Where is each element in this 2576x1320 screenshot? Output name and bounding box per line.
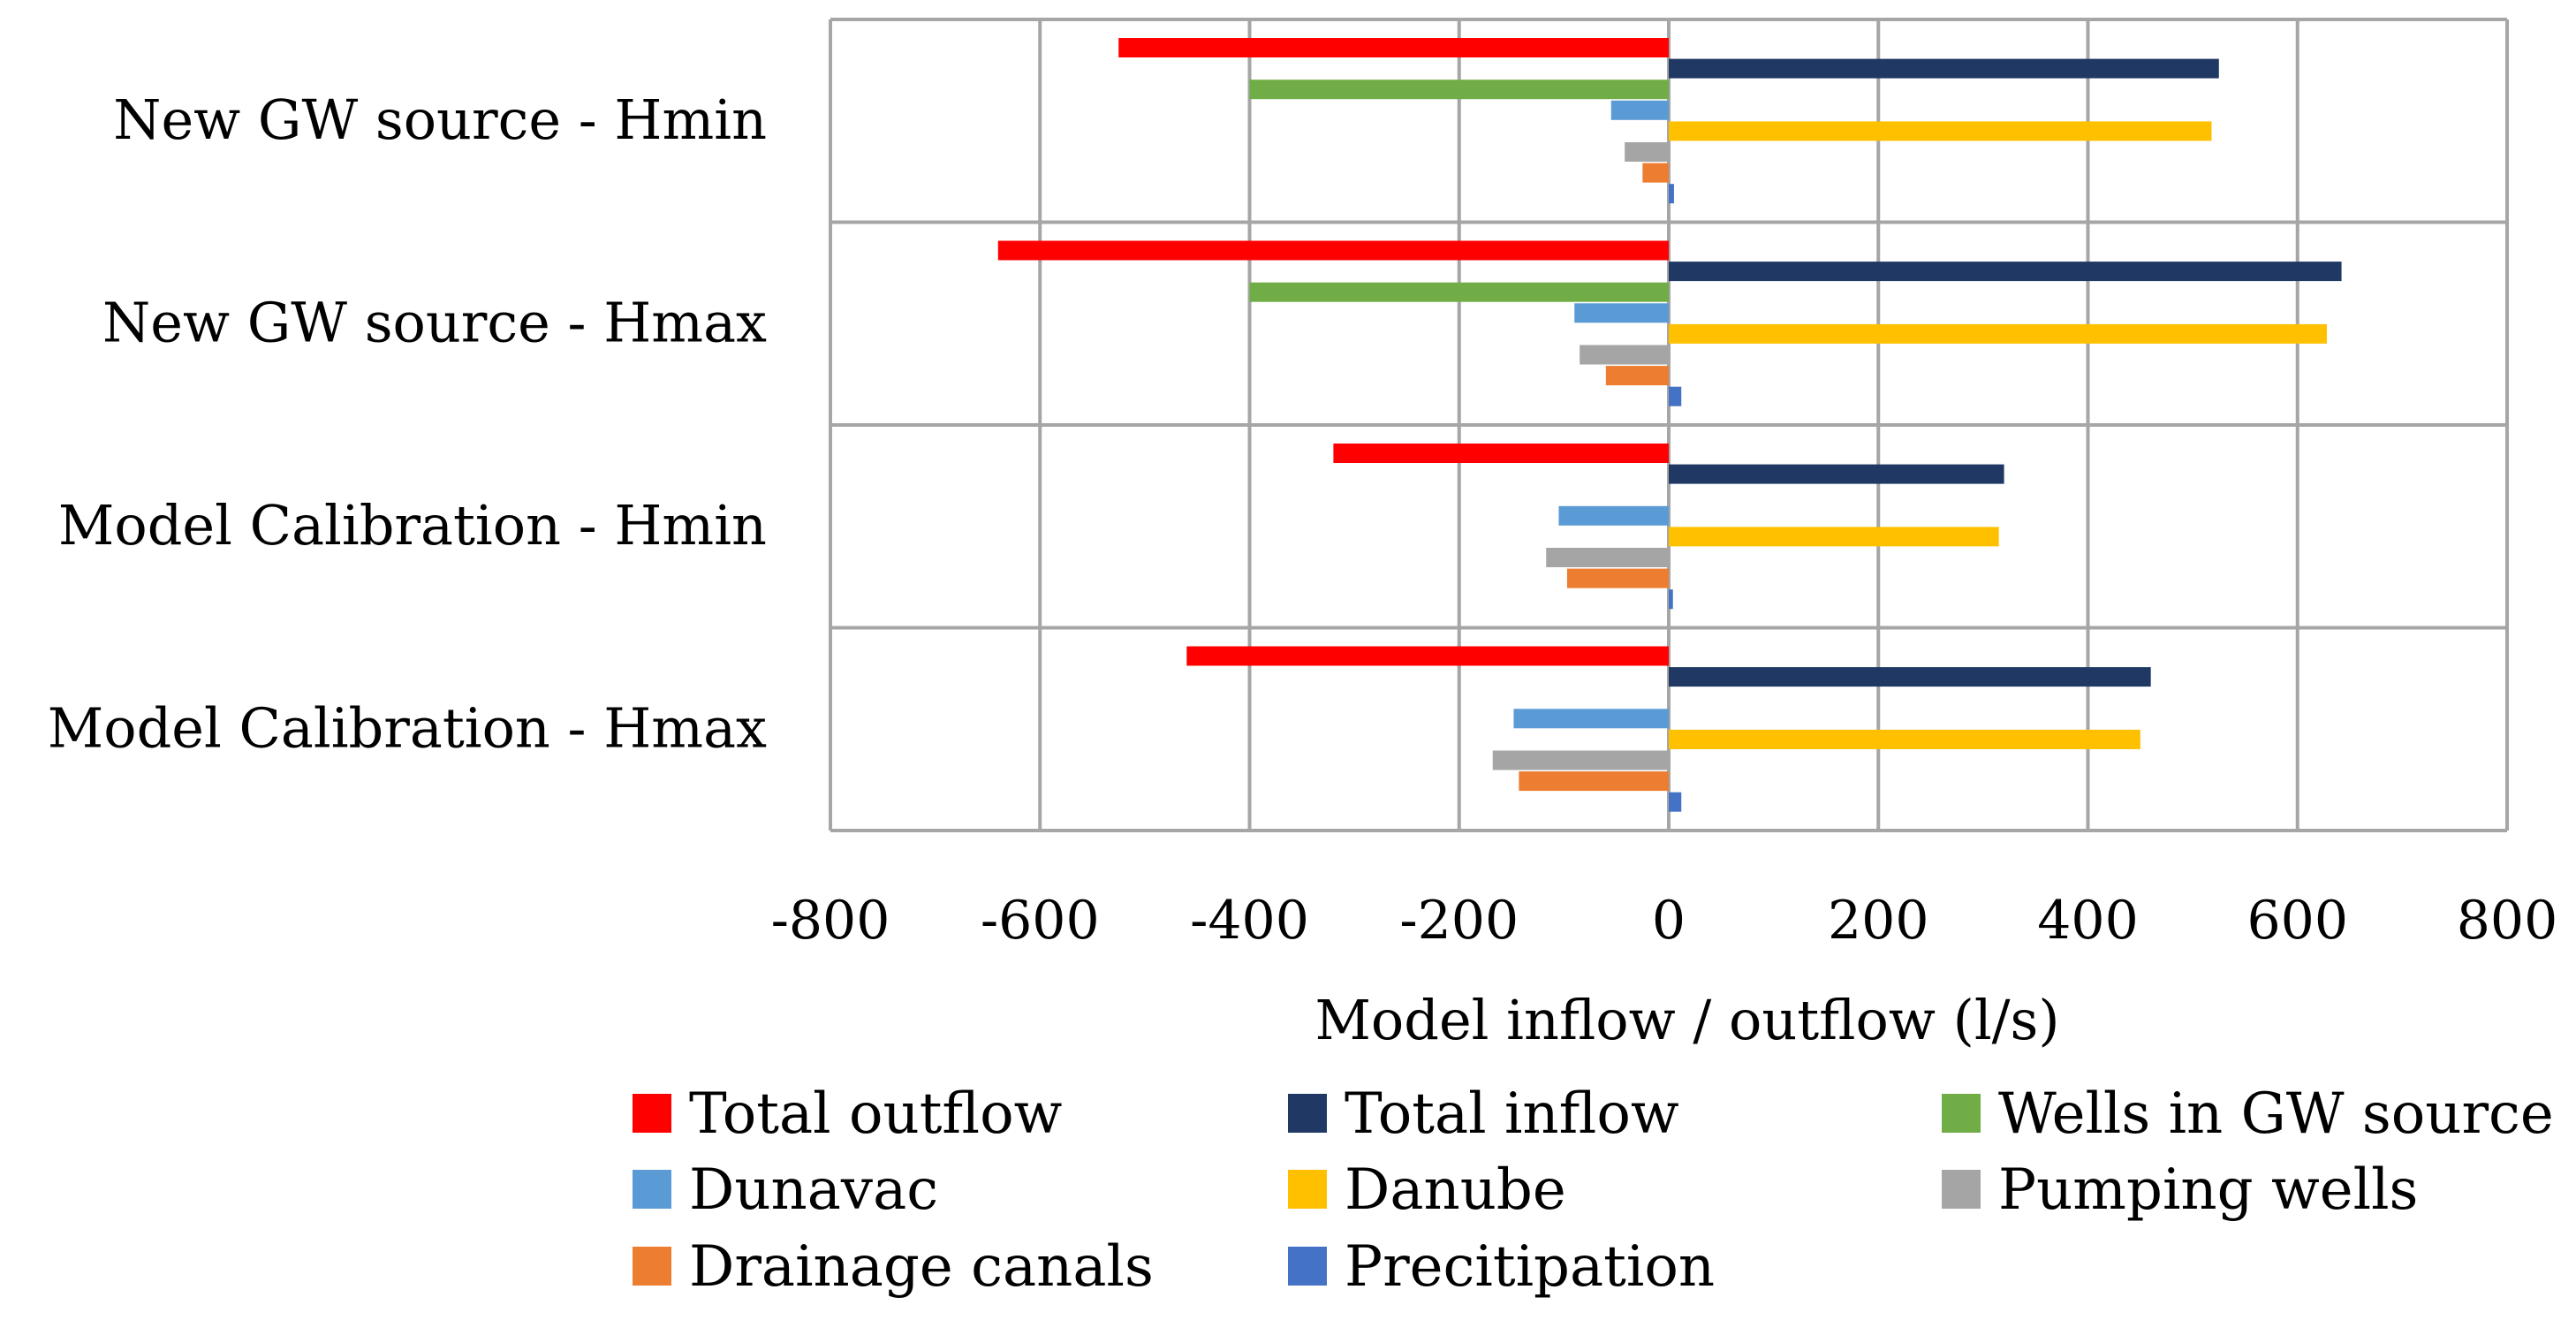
bar-dunavac	[1574, 303, 1669, 323]
legend-label: Wells in GW source	[1998, 1081, 2554, 1147]
bar-dunavac	[1610, 100, 1669, 120]
legend-label: Dunavac	[689, 1157, 938, 1223]
x-tick-label: 800	[2457, 890, 2558, 952]
bar-drainage-canals	[1605, 366, 1669, 386]
category-label: Model Calibration - Hmin	[58, 493, 767, 558]
bar-drainage-canals	[1519, 771, 1669, 792]
x-tick-label: -800	[771, 890, 890, 952]
bar-total-outflow	[1186, 646, 1669, 666]
bar-total-outflow	[997, 240, 1669, 261]
legend: Total outflow Total inflow Wells in GW sou…	[633, 1081, 2554, 1300]
bar-danube	[1669, 121, 2212, 141]
x-tick-label: -400	[1190, 890, 1309, 952]
bar-danube	[1669, 729, 2140, 749]
x-tick-labels: -800 -600 -400 -200 0 200 400 600 800	[771, 890, 2558, 952]
bars	[997, 38, 2342, 812]
bar-precitipation	[1669, 386, 1682, 406]
bar-pumping-wells	[1546, 548, 1669, 567]
x-tick-label: -200	[1399, 890, 1519, 952]
x-tick-label: 200	[1828, 890, 1929, 952]
legend-label: Pumping wells	[1998, 1157, 2418, 1223]
legend-swatch	[633, 1170, 671, 1209]
legend-label: Total outflow	[689, 1081, 1062, 1147]
bar-pumping-wells	[1625, 142, 1669, 162]
legend-swatch	[1288, 1170, 1327, 1209]
legend-label: Danube	[1345, 1157, 1566, 1223]
bar-pumping-wells	[1492, 750, 1669, 770]
category-label: New GW source - Hmin	[113, 87, 767, 152]
x-tick-label: 0	[1652, 890, 1686, 952]
x-tick-label: 400	[2037, 890, 2139, 952]
category-label: Model Calibration - Hmax	[48, 695, 767, 760]
legend-swatch	[1288, 1247, 1327, 1286]
legend-swatch	[1942, 1170, 1981, 1209]
bar-pumping-wells	[1580, 345, 1669, 365]
legend-label: Drainage canals	[689, 1234, 1154, 1300]
legend-swatch	[633, 1247, 671, 1286]
legend-swatch	[1288, 1094, 1327, 1133]
category-labels: New GW source - Hmin New GW source - Hmax…	[48, 87, 767, 761]
legend-swatch	[633, 1094, 671, 1133]
bar-danube	[1669, 527, 1999, 547]
bar-wells-in-gw-source	[1249, 80, 1669, 100]
bar-dunavac	[1558, 505, 1669, 526]
bar-drainage-canals	[1566, 568, 1669, 588]
legend-label: Precitipation	[1345, 1234, 1715, 1300]
bar-dunavac	[1513, 709, 1669, 729]
bar-total-inflow	[1669, 58, 2219, 79]
x-axis-title: Model inflow / outflow (l/s)	[1315, 988, 2059, 1052]
bar-total-inflow	[1669, 464, 2004, 484]
bar-total-inflow	[1669, 667, 2151, 687]
bar-total-inflow	[1669, 262, 2342, 282]
bar-precitipation	[1669, 792, 1682, 812]
bar-total-outflow	[1118, 38, 1669, 57]
bar-wells-in-gw-source	[1249, 282, 1669, 302]
legend-label: Total inflow	[1345, 1081, 1679, 1147]
bar-total-outflow	[1333, 444, 1669, 463]
category-label: New GW source - Hmax	[102, 290, 767, 354]
bar-drainage-canals	[1642, 163, 1669, 183]
x-tick-label: -600	[981, 890, 1100, 952]
legend-swatch	[1942, 1094, 1981, 1133]
bar-precitipation	[1669, 184, 1674, 204]
bar-precitipation	[1669, 589, 1673, 610]
grid	[829, 18, 2509, 832]
x-tick-label: 600	[2246, 890, 2348, 952]
bar-danube	[1669, 323, 2327, 344]
